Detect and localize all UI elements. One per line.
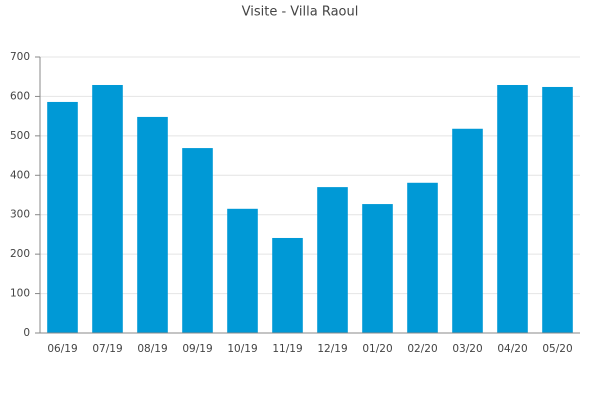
x-tick-label: 06/19: [47, 343, 77, 355]
bar: [452, 128, 483, 333]
x-tick-label: 11/19: [272, 343, 302, 355]
bar: [362, 204, 393, 333]
bar: [497, 84, 528, 333]
y-tick-label: 300: [10, 209, 30, 221]
x-tick-label: 10/19: [227, 343, 257, 355]
x-tick-label: 04/20: [497, 343, 527, 355]
bar: [542, 86, 573, 333]
x-tick-label: 01/20: [362, 343, 392, 355]
chart-title: Visite - Villa Raoul: [242, 5, 359, 20]
y-tick-label: 600: [10, 90, 30, 102]
x-tick-label: 09/19: [182, 343, 212, 355]
bar: [272, 237, 303, 333]
bar: [227, 208, 258, 333]
y-tick-label: 0: [23, 327, 30, 339]
bar: [47, 101, 78, 333]
bar: [92, 84, 123, 333]
y-tick-label: 400: [10, 169, 30, 181]
y-tick-label: 500: [10, 130, 30, 142]
bar: [317, 187, 348, 333]
x-tick-label: 07/19: [92, 343, 122, 355]
y-tick-label: 100: [10, 288, 30, 300]
bar: [407, 182, 438, 333]
x-tick-label: 03/20: [452, 343, 482, 355]
bar: [182, 148, 213, 333]
y-tick-label: 200: [10, 248, 30, 260]
x-tick-label: 05/20: [542, 343, 572, 355]
bar: [137, 116, 168, 333]
y-tick-label: 700: [10, 51, 30, 63]
x-tick-label: 08/19: [137, 343, 167, 355]
x-tick-label: 02/20: [407, 343, 437, 355]
x-tick-label: 12/19: [317, 343, 347, 355]
